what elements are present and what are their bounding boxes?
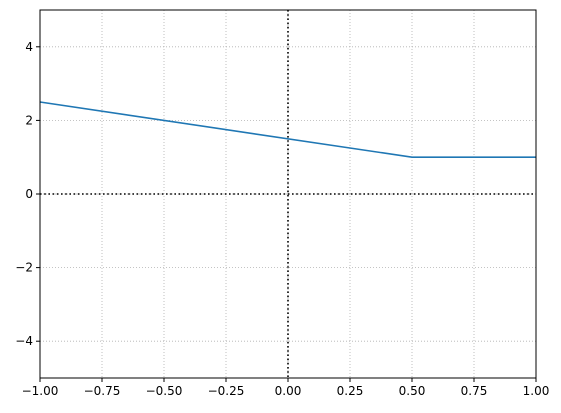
x-tick-label: 0.25 [337,384,364,398]
x-tick-label: 1.00 [523,384,550,398]
x-tick-label: −1.00 [22,384,59,398]
series-group [39,101,536,158]
series-line [39,101,536,158]
x-axis: −1.00 −0.75 −0.50 −0.25 0.00 0.25 0.50 0.75 1.00 [22,378,550,398]
x-tick-label: 0.50 [399,384,426,398]
x-tick-label: −0.25 [208,384,245,398]
y-tick-label: 4 [25,40,33,54]
y-tick-label: −4 [15,334,33,348]
y-tick-label: 2 [25,113,33,127]
y-tick-label: 0 [25,187,33,201]
x-tick-label: 0.75 [461,384,488,398]
reference-lines [40,10,536,378]
y-tick-label: −2 [15,261,33,275]
x-tick-label: −0.75 [84,384,121,398]
x-tick-label: −0.50 [146,384,183,398]
y-axis: −4 −2 0 2 4 [15,40,40,348]
x-tick-label: 0.00 [275,384,302,398]
